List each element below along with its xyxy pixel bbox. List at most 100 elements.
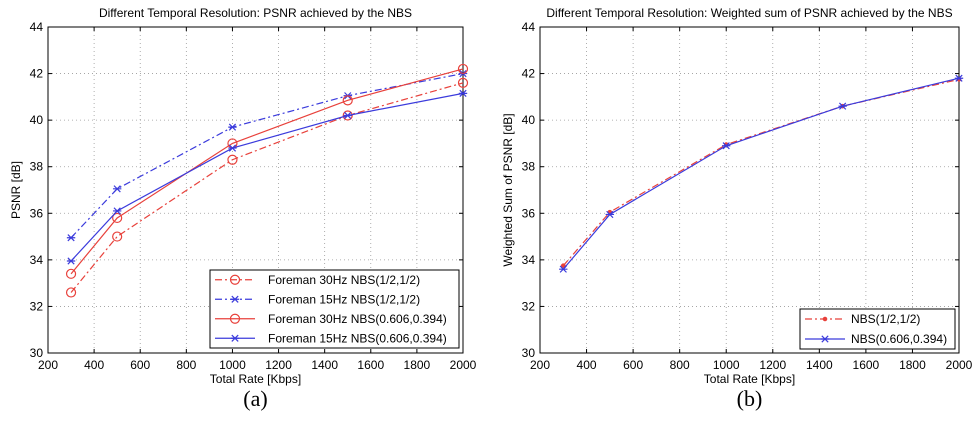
legend-item: Foreman 15Hz NBS(1/2,1/2) bbox=[215, 292, 420, 306]
data-point bbox=[65, 268, 77, 279]
x-axis-label: Total Rate [Kbps] bbox=[210, 372, 301, 386]
x-tick-label: 1800 bbox=[899, 358, 926, 372]
x-tick-label: 600 bbox=[623, 358, 643, 372]
y-axis-label: PSNR [dB] bbox=[9, 161, 23, 219]
x-axis-label: Total Rate [Kbps] bbox=[704, 372, 795, 386]
x-tick-label: 400 bbox=[577, 358, 597, 372]
legend-label: NBS(0.606,0.394) bbox=[851, 332, 947, 346]
data-point bbox=[112, 207, 122, 215]
series-line bbox=[70, 82, 464, 293]
legend-marker bbox=[230, 295, 240, 303]
series-0 bbox=[65, 77, 469, 298]
figure-caption: (a) bbox=[243, 386, 267, 411]
plot-area bbox=[540, 27, 959, 353]
x-tick-label: 1400 bbox=[806, 358, 833, 372]
data-point bbox=[954, 74, 964, 82]
data-point bbox=[457, 77, 469, 88]
data-point bbox=[228, 144, 237, 152]
data-point bbox=[342, 95, 353, 106]
legend-item: NBS(1/2,1/2) bbox=[805, 312, 920, 326]
x-tick-label: 1400 bbox=[311, 358, 338, 372]
x-tick-label: 2000 bbox=[946, 358, 973, 372]
x-tick-label: 400 bbox=[84, 358, 104, 372]
data-point bbox=[65, 287, 77, 298]
data-point bbox=[458, 89, 468, 97]
legend-label: Foreman 15Hz NBS(1/2,1/2) bbox=[268, 292, 420, 306]
legend-item: Foreman 30Hz NBS(1/2,1/2) bbox=[215, 273, 420, 287]
x-tick-label: 1000 bbox=[713, 358, 740, 372]
chart-panel-a: 200 400 600 800 1000 1200 1400 1600 1800 2000 30 32… bbox=[9, 6, 477, 411]
data-point bbox=[605, 210, 615, 219]
data-point bbox=[66, 257, 76, 265]
chart-title: Different Temporal Resolution: Weighted … bbox=[546, 6, 952, 20]
series-1 bbox=[559, 74, 964, 273]
legend-label: Foreman 30Hz NBS(0.606,0.394) bbox=[268, 312, 447, 326]
y-tick-label: 34 bbox=[522, 253, 536, 267]
legend-label: NBS(1/2,1/2) bbox=[851, 312, 920, 326]
legend-marker bbox=[229, 313, 241, 324]
x-tick-label: 1200 bbox=[265, 358, 292, 372]
legend-item: Foreman 30Hz NBS(0.606,0.394) bbox=[215, 312, 447, 326]
legend-label: Foreman 15Hz NBS(0.606,0.394) bbox=[268, 331, 447, 345]
y-tick-label: 44 bbox=[522, 20, 536, 34]
data-point bbox=[343, 111, 352, 120]
legend-marker bbox=[230, 334, 240, 342]
y-tick-label: 36 bbox=[30, 206, 44, 220]
x-tick-label: 600 bbox=[130, 358, 150, 372]
legend-marker bbox=[822, 316, 828, 322]
y-tick-label: 40 bbox=[522, 113, 536, 127]
series-line bbox=[70, 68, 464, 275]
data-point bbox=[112, 231, 123, 242]
y-tick-label: 32 bbox=[522, 299, 536, 313]
y-tick-label: 30 bbox=[522, 346, 536, 360]
x-tick-label: 1600 bbox=[357, 358, 384, 372]
x-tick-label: 1600 bbox=[853, 358, 880, 372]
data-point bbox=[838, 102, 847, 110]
data-point bbox=[722, 142, 731, 150]
y-tick-label: 40 bbox=[30, 113, 44, 127]
x-tick-label: 1200 bbox=[759, 358, 786, 372]
x-tick-label: 1800 bbox=[404, 358, 431, 372]
legend-box bbox=[799, 308, 956, 350]
y-tick-label: 34 bbox=[30, 253, 44, 267]
data-point bbox=[112, 185, 122, 193]
axes-box bbox=[539, 26, 960, 354]
legend-item: Foreman 15Hz NBS(0.606,0.394) bbox=[215, 331, 447, 345]
y-tick-label: 42 bbox=[30, 67, 44, 81]
legend-marker bbox=[229, 274, 241, 285]
data-point bbox=[559, 265, 568, 273]
x-tick-label: 800 bbox=[670, 358, 690, 372]
x-tick-label: 2000 bbox=[450, 358, 477, 372]
y-tick-label: 42 bbox=[522, 67, 536, 81]
legend: Foreman 30Hz NBS(1/2,1/2) Foreman 15Hz NB… bbox=[209, 269, 460, 349]
data-point bbox=[227, 154, 238, 165]
legend-item: NBS(0.606,0.394) bbox=[805, 332, 947, 346]
data-point bbox=[560, 263, 566, 268]
y-tick-label: 32 bbox=[30, 299, 44, 313]
chart-panel-b: 200 400 600 800 1000 1200 1400 1600 1800 2000 30 32… bbox=[501, 6, 973, 411]
x-tick-label: 800 bbox=[176, 358, 196, 372]
figure-caption: (b) bbox=[737, 386, 763, 411]
x-tick-label: 1000 bbox=[219, 358, 246, 372]
data-point bbox=[66, 234, 76, 242]
x-tick-label: 200 bbox=[38, 358, 58, 372]
data-point bbox=[342, 110, 353, 121]
y-tick-label: 38 bbox=[30, 160, 44, 174]
legend-label: Foreman 30Hz NBS(1/2,1/2) bbox=[268, 273, 420, 287]
chart-title: Different Temporal Resolution: PSNR achi… bbox=[99, 6, 412, 20]
y-tick-label: 44 bbox=[30, 20, 44, 34]
legend-marker bbox=[820, 335, 830, 343]
legend: NBS(1/2,1/2) NBS(0.606,0.394) bbox=[799, 308, 956, 350]
axes-box bbox=[47, 26, 464, 354]
y-axis-label: Weighted Sum of PSNR [dB] bbox=[501, 113, 515, 266]
data-point bbox=[457, 63, 469, 75]
data-point bbox=[228, 123, 237, 131]
series-3 bbox=[66, 89, 468, 265]
x-tick-label: 200 bbox=[530, 358, 550, 372]
y-tick-label: 30 bbox=[30, 346, 44, 360]
legend-box bbox=[209, 269, 460, 349]
data-point bbox=[112, 212, 123, 224]
y-tick-label: 38 bbox=[522, 160, 536, 174]
y-tick-label: 36 bbox=[522, 206, 536, 220]
